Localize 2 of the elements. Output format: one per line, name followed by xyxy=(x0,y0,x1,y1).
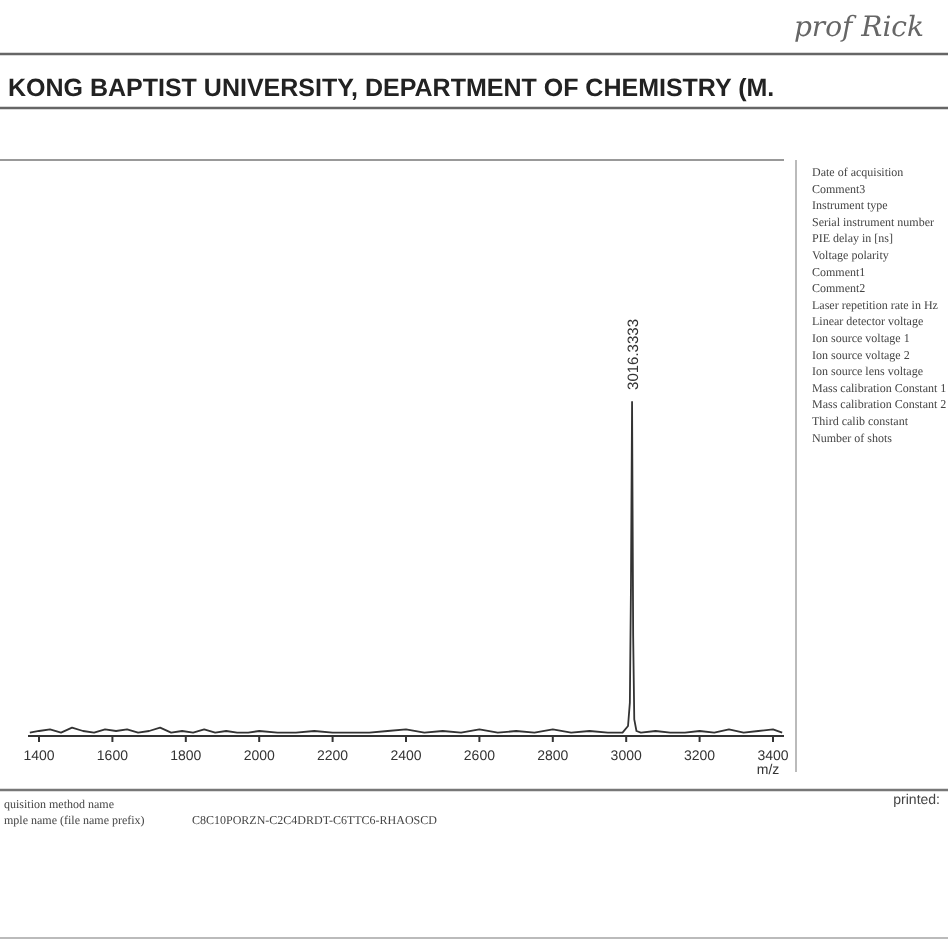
text: prof Rick xyxy=(793,12,924,44)
chart-title: KONG BAPTIST UNIVERSITY, DEPARTMENT OF CHEMISTRY (M. xyxy=(8,74,775,102)
